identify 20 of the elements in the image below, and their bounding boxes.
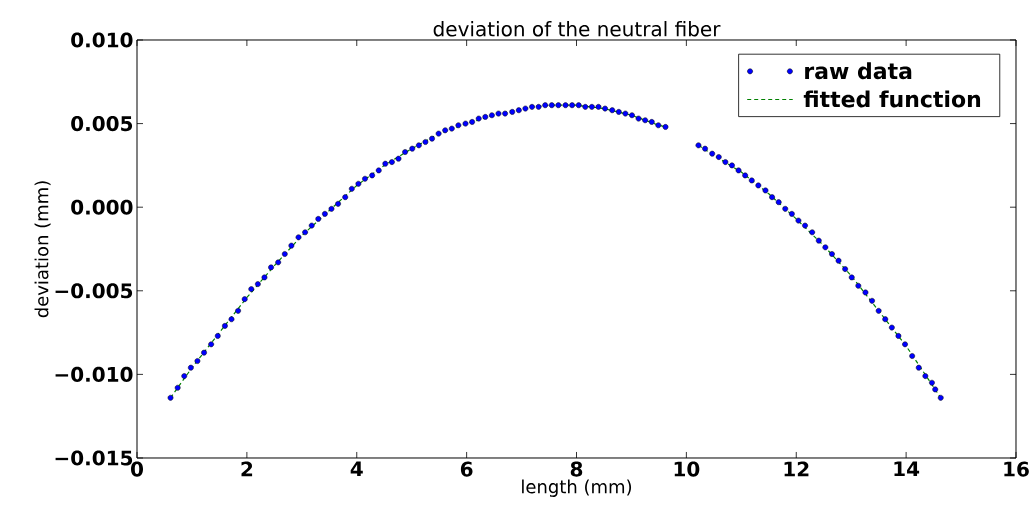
x-tick-label: 2	[241, 461, 253, 477]
x-tick-label: 8	[570, 461, 583, 477]
y-tick-label: −0.010	[55, 366, 133, 382]
x-tick-label: 10	[674, 461, 700, 477]
y-tick-label: −0.005	[55, 283, 133, 299]
x-tick-label: 12	[784, 461, 809, 477]
y-tick-label: 0.010	[71, 32, 133, 48]
y-tick-label: 0.000	[71, 199, 133, 215]
y-axis-title: deviation (mm)	[34, 181, 51, 318]
y-tick-label: 0.005	[71, 116, 133, 132]
x-tick-label: 14	[894, 461, 920, 477]
chart-title: deviation of the neutral fiber	[433, 20, 721, 37]
legend-label: fitted function	[803, 90, 981, 108]
x-tick-label: 0	[131, 461, 144, 477]
x-axis-title: length (mm)	[522, 479, 632, 497]
y-tick-label: −0.015	[55, 450, 133, 466]
x-tick-label: 6	[460, 461, 473, 477]
x-tick-label: 16	[1004, 461, 1029, 477]
legend-label: raw data	[805, 62, 912, 80]
x-tick-label: 4	[350, 461, 363, 477]
